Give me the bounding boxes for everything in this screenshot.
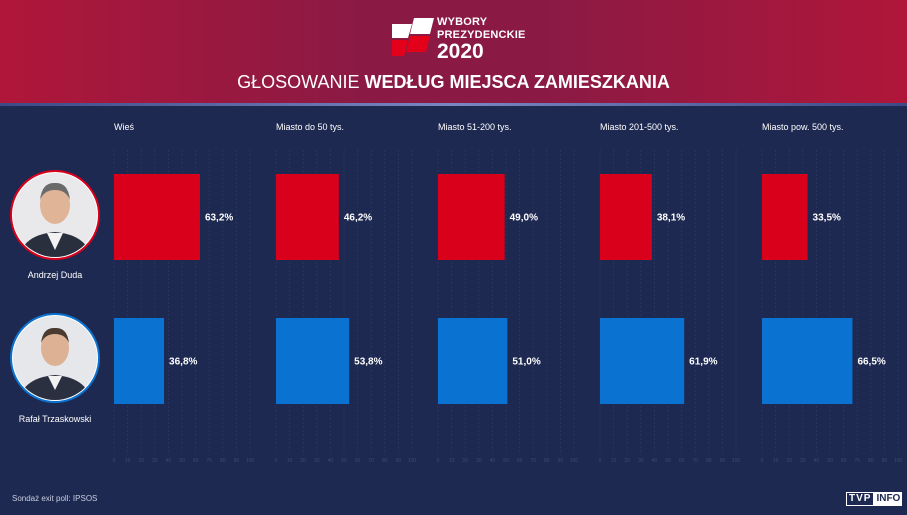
tick-label: 60: [679, 458, 685, 464]
tick-label: 10: [773, 458, 779, 464]
tick-label: 40: [652, 458, 658, 464]
tick-label: 90: [720, 458, 726, 464]
page-title: GŁOSOWANIE WEDŁUG MIEJSCA ZAMIESZKANIA: [0, 72, 907, 93]
tick-label: 70: [530, 458, 536, 464]
tick-label: 50: [503, 458, 509, 464]
logo-text-line1: WYBORY: [437, 16, 488, 28]
tick-label: 90: [234, 458, 240, 464]
bar: [762, 174, 808, 260]
brand-tvp: TVP: [846, 492, 875, 506]
data-label: 66,5%: [857, 357, 885, 368]
avatar-duda: [10, 170, 100, 260]
tick-label: 90: [558, 458, 564, 464]
tick-label: 90: [882, 458, 888, 464]
tick-label: 80: [868, 458, 874, 464]
logo-text-line2: PREZYDENCKIE: [437, 29, 526, 41]
tick-label: 0: [761, 458, 764, 464]
candidate-name-duda: Andrzej Duda: [28, 270, 83, 280]
data-label: 33,5%: [813, 213, 841, 224]
tick-label: 50: [665, 458, 671, 464]
data-label: 49,0%: [510, 213, 538, 224]
tick-label: 80: [382, 458, 388, 464]
header-divider: [0, 103, 907, 106]
tick-label: 60: [841, 458, 847, 464]
bar: [600, 174, 652, 260]
tick-label: 100: [246, 458, 255, 464]
bar: [114, 174, 200, 260]
tick-label: 40: [814, 458, 820, 464]
tick-label: 80: [706, 458, 712, 464]
category-label: Miasto 51-200 tys.: [438, 122, 512, 132]
tick-label: 50: [341, 458, 347, 464]
tick-label: 70: [692, 458, 698, 464]
data-label: 61,9%: [689, 357, 717, 368]
tick-label: 100: [570, 458, 579, 464]
bar: [762, 318, 853, 404]
tick-label: 20: [786, 458, 792, 464]
tick-label: 10: [287, 458, 293, 464]
tick-label: 20: [624, 458, 630, 464]
tick-label: 40: [166, 458, 172, 464]
data-label: 36,8%: [169, 357, 197, 368]
title-bold: WEDŁUG MIEJSCA ZAMIESZKANIA: [364, 72, 670, 92]
tick-label: 30: [476, 458, 482, 464]
bar: [276, 174, 339, 260]
tick-label: 70: [854, 458, 860, 464]
bar: [438, 318, 508, 404]
tick-label: 50: [827, 458, 833, 464]
data-label: 46,2%: [344, 213, 372, 224]
avatar-trzaskowski: [10, 313, 100, 403]
tick-label: 40: [490, 458, 496, 464]
tick-label: 20: [300, 458, 306, 464]
tick-label: 10: [125, 458, 131, 464]
title-light: GŁOSOWANIE: [237, 72, 365, 92]
tick-label: 100: [408, 458, 417, 464]
tick-label: 60: [355, 458, 361, 464]
tick-label: 70: [368, 458, 374, 464]
flag-logo-icon: [392, 18, 434, 56]
tick-label: 0: [113, 458, 116, 464]
tick-label: 40: [328, 458, 334, 464]
bar: [438, 174, 505, 260]
tick-label: 20: [462, 458, 468, 464]
candidate-name-trzaskowski: Rafał Trzaskowski: [19, 414, 92, 424]
bar: [276, 318, 350, 404]
category-label: Miasto pow. 500 tys.: [762, 122, 844, 132]
tick-label: 90: [396, 458, 402, 464]
tick-label: 60: [193, 458, 199, 464]
tick-label: 10: [449, 458, 455, 464]
bar: [114, 318, 165, 404]
tick-label: 30: [314, 458, 320, 464]
election-logo: WYBORY PREZYDENCKIE 2020: [390, 14, 530, 63]
logo-year: 2020: [437, 40, 484, 63]
tick-label: 0: [437, 458, 440, 464]
tick-label: 70: [206, 458, 212, 464]
tick-label: 0: [275, 458, 278, 464]
source-note: Sondaż exit poll: IPSOS: [12, 494, 98, 503]
tick-label: 60: [517, 458, 523, 464]
tick-label: 50: [179, 458, 185, 464]
tick-label: 80: [220, 458, 226, 464]
bar: [600, 318, 685, 404]
tick-label: 10: [611, 458, 617, 464]
category-label: Miasto do 50 tys.: [276, 122, 344, 132]
header-banner: [0, 0, 907, 105]
data-label: 63,2%: [205, 213, 233, 224]
tick-label: 30: [152, 458, 158, 464]
tick-label: 30: [638, 458, 644, 464]
tick-label: 20: [138, 458, 144, 464]
tvp-info-logo: TVP INFO: [846, 492, 903, 506]
tick-label: 100: [732, 458, 741, 464]
tick-label: 80: [544, 458, 550, 464]
brand-info: INFO: [874, 492, 903, 506]
category-label: Miasto 201-500 tys.: [600, 122, 679, 132]
data-label: 53,8%: [354, 357, 382, 368]
data-label: 38,1%: [657, 213, 685, 224]
data-label: 51,0%: [512, 357, 540, 368]
tick-label: 30: [800, 458, 806, 464]
category-label: Wieś: [114, 122, 134, 132]
tick-label: 0: [599, 458, 602, 464]
tick-label: 100: [894, 458, 903, 464]
